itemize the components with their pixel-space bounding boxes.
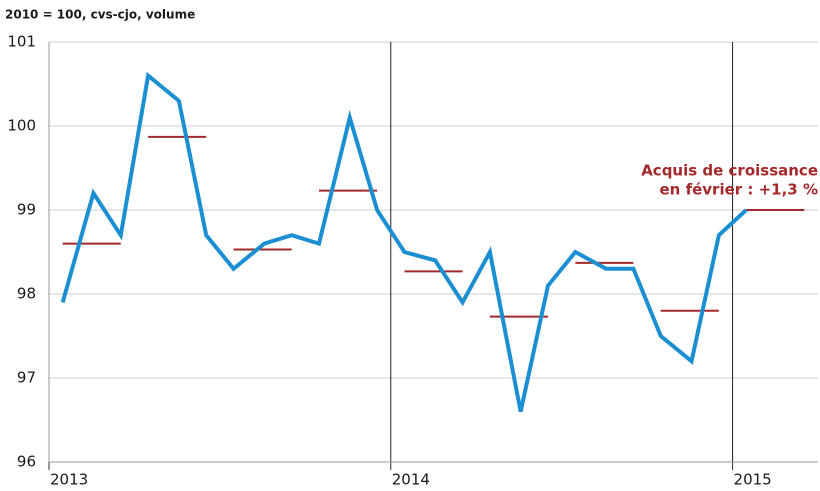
y-tick-label: 101 xyxy=(7,33,36,51)
annotation: Acquis de croissance xyxy=(641,162,818,180)
chart-title: 2010 = 100, cvs-cjo, volume xyxy=(5,8,195,22)
y-tick-label: 99 xyxy=(17,201,36,219)
x-tick-label: 2014 xyxy=(392,471,430,489)
x-tick-label: 2015 xyxy=(734,471,772,489)
annotation: en février : +1,3 % xyxy=(660,181,819,199)
y-tick-label: 96 xyxy=(17,453,36,471)
y-tick-label: 98 xyxy=(17,285,36,303)
y-tick-label: 100 xyxy=(7,117,36,135)
y-tick-label: 97 xyxy=(17,369,36,387)
x-tick-label: 2013 xyxy=(50,471,88,489)
series-line xyxy=(60,71,748,413)
